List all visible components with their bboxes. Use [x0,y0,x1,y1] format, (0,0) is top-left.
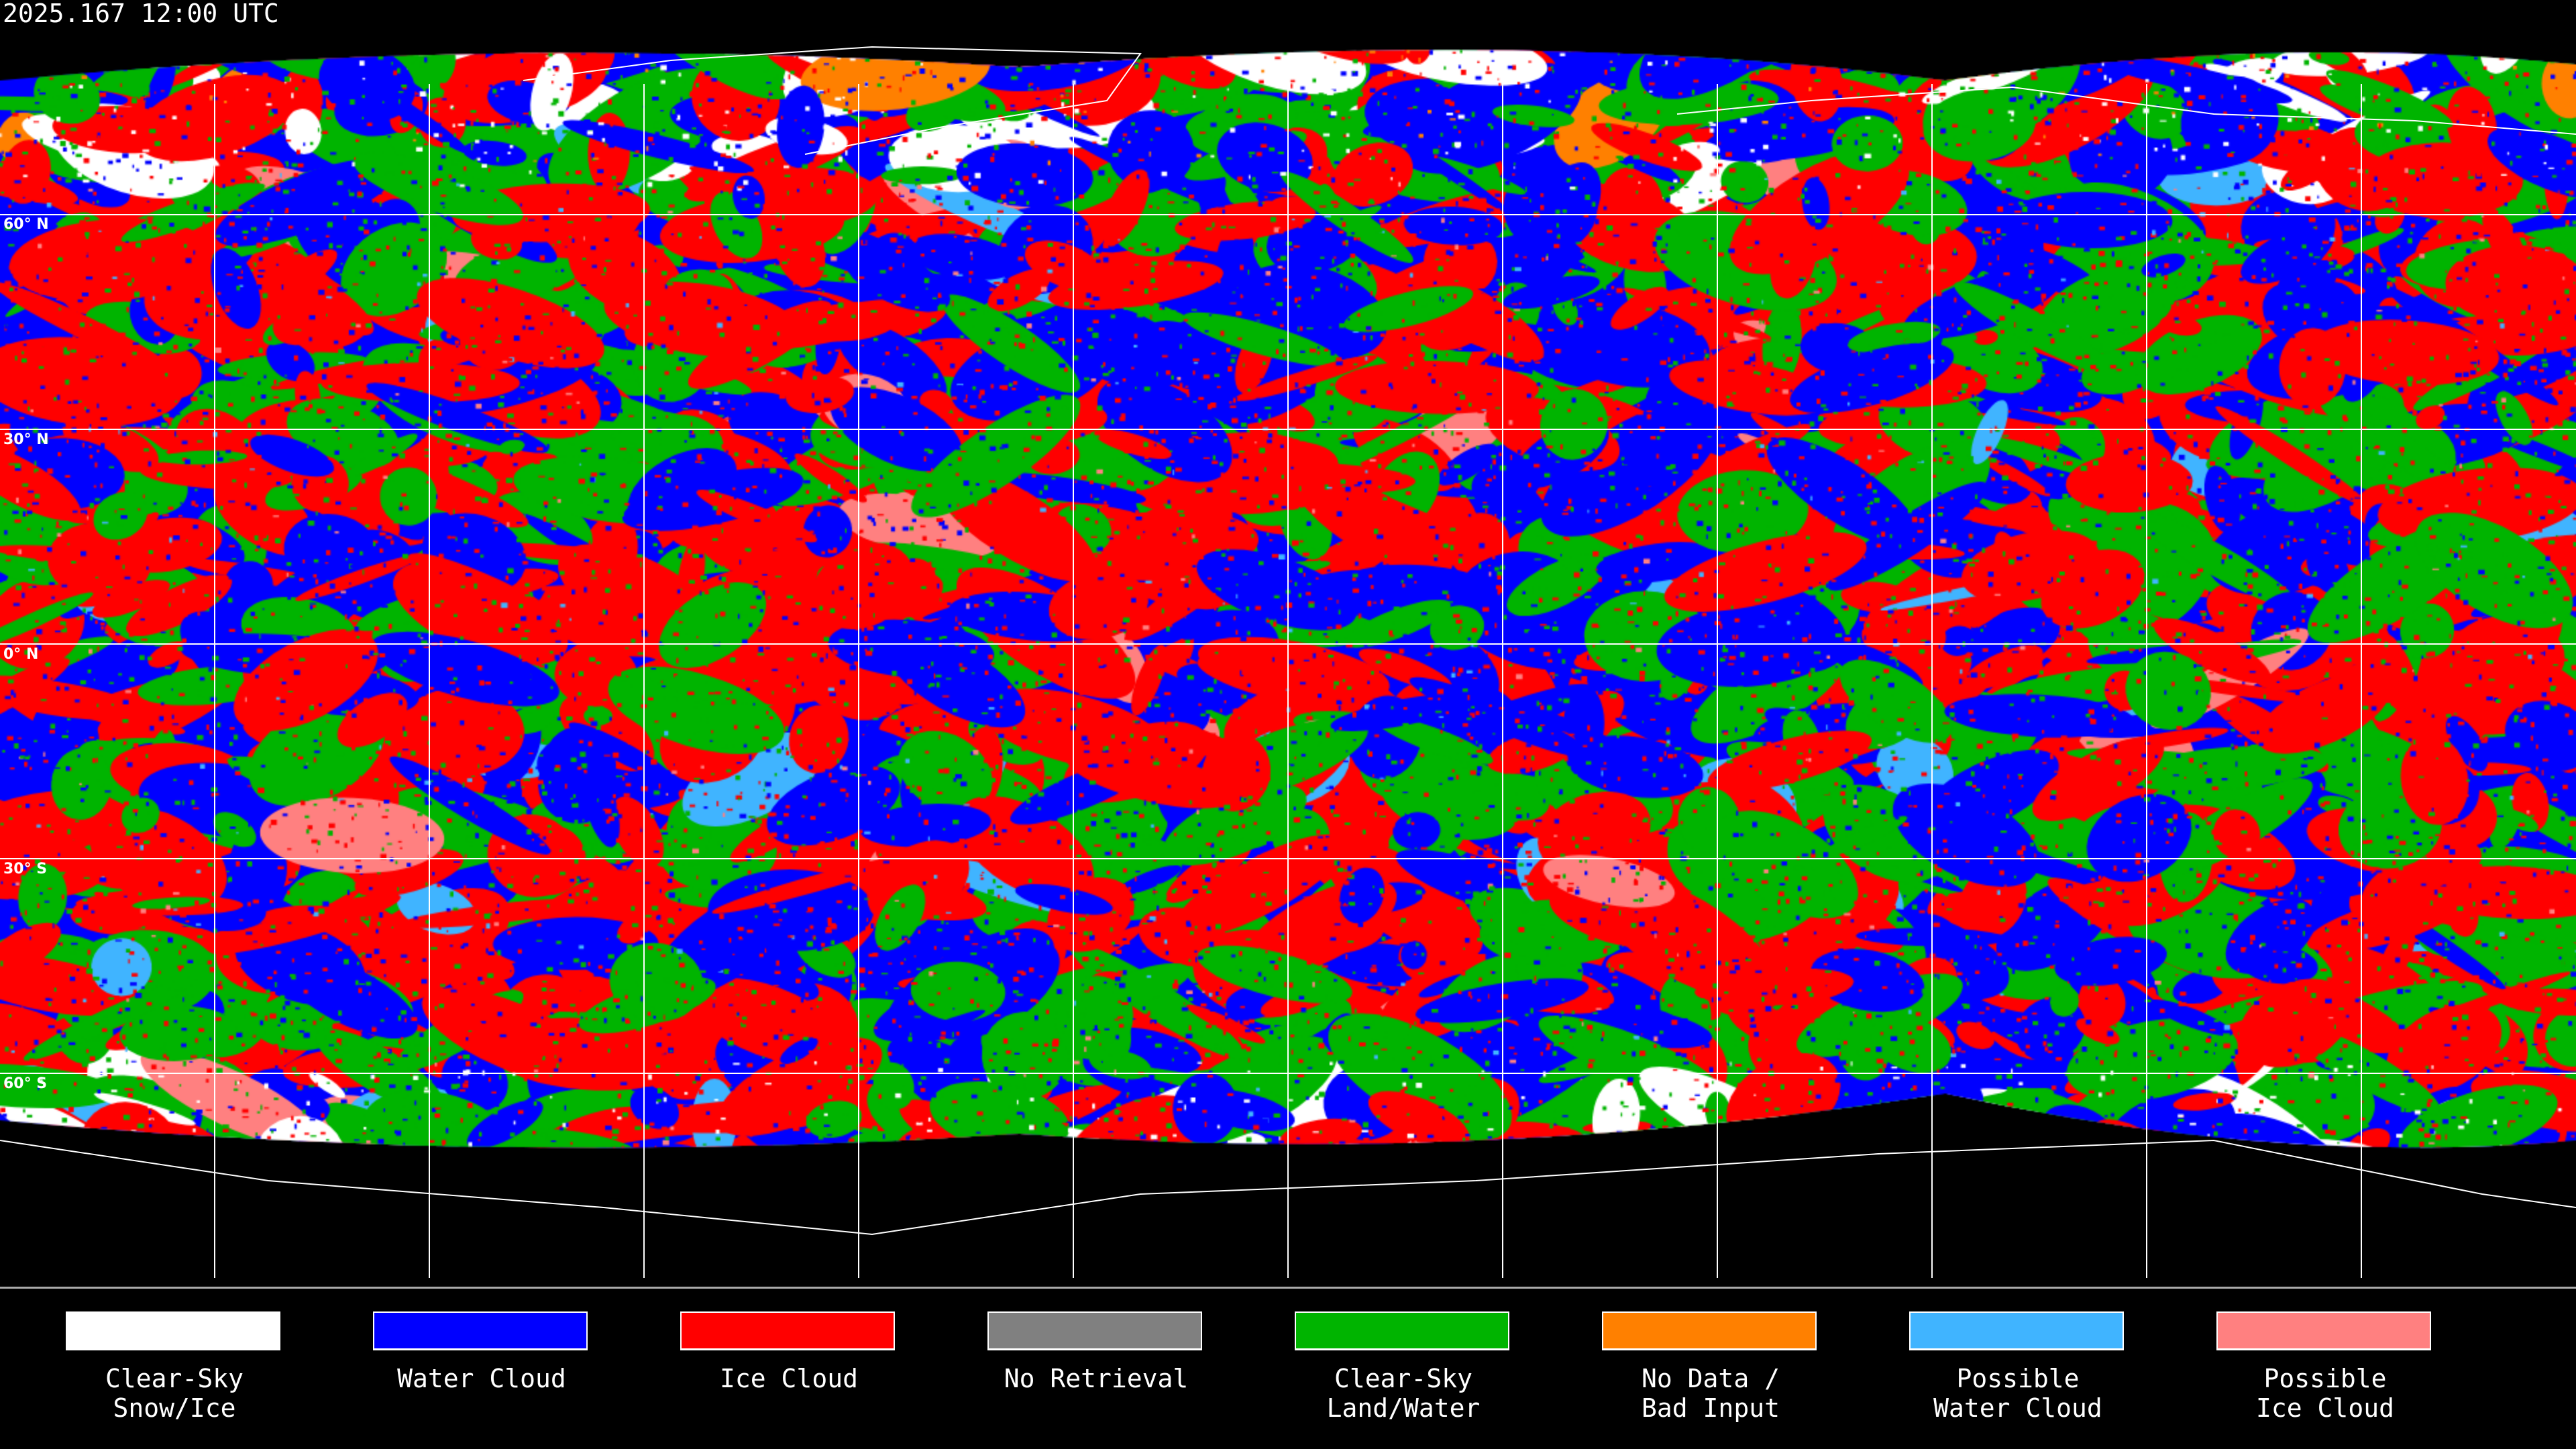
coastline [1676,86,2576,135]
legend-item: Ice Cloud [680,1311,898,1393]
legend-label: Possible Water Cloud [1933,1364,2102,1423]
coastline [0,1139,2576,1236]
legend-label: Possible Ice Cloud [2256,1364,2394,1423]
legend-label: Ice Cloud [720,1364,858,1393]
graticule [0,46,2576,1278]
legend-item: No Data / Bad Input [1602,1311,1819,1423]
legend-swatch [66,1311,280,1350]
lat-label-30s: 30° S [3,861,48,877]
legend-label: Water Cloud [397,1364,566,1393]
lat-label-equator: 0° N [3,646,39,663]
lat-label-60s: 60° S [3,1075,48,1092]
legend-label: Clear-Sky Snow/Ice [105,1364,244,1423]
timestamp: 2025.167 12:00 UTC [3,0,279,28]
legend-swatch [680,1311,895,1350]
lat-label-30n: 30° N [3,431,49,448]
legend-swatch [1602,1311,1817,1350]
legend-item: Possible Water Cloud [1909,1311,2127,1423]
legend-item: Possible Ice Cloud [2216,1311,2434,1423]
legend-label: No Data / Bad Input [1642,1364,1780,1423]
lat-label-60n: 60° N [3,216,49,233]
legend-swatch [1295,1311,1509,1350]
legend-swatch [2216,1311,2431,1350]
legend-item: Water Cloud [373,1311,590,1393]
coastline [523,46,1142,155]
legend-item: Clear-Sky Land/Water [1295,1311,1512,1423]
legend-label: No Retrieval [1004,1364,1189,1393]
legend-item: Clear-Sky Snow/Ice [66,1311,283,1423]
legend-swatch [373,1311,588,1350]
legend-item: No Retrieval [987,1311,1205,1393]
legend-swatch [987,1311,1202,1350]
legend-swatch [1909,1311,2124,1350]
legend-label: Clear-Sky Land/Water [1326,1364,1481,1423]
legend-divider [0,1287,2576,1289]
